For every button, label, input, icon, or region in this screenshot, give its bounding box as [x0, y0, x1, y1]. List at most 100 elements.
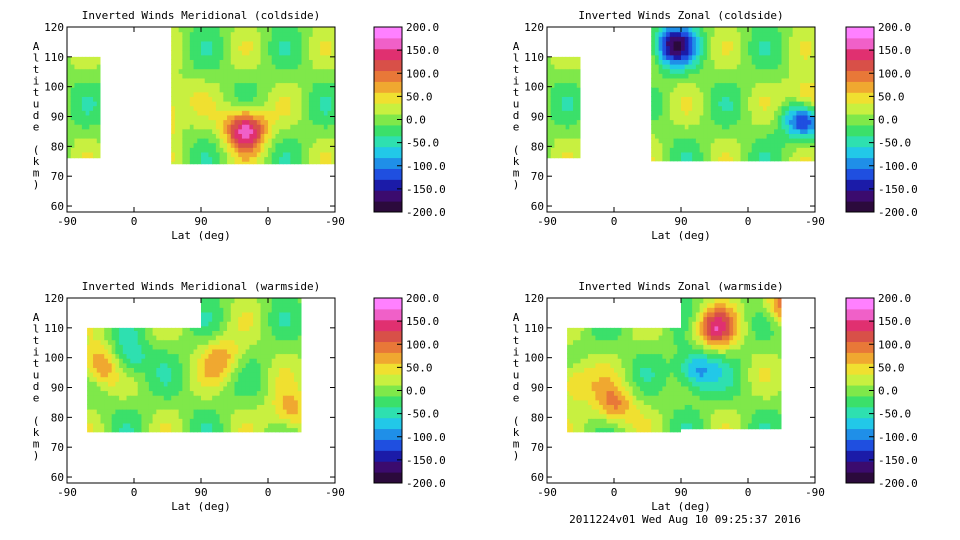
field-cell: [595, 87, 600, 93]
field-cell: [215, 50, 221, 56]
field-cell: [718, 133, 723, 139]
field-cell: [67, 161, 72, 165]
field-cell: [312, 91, 317, 97]
field-cell: [602, 114, 608, 121]
field-cell: [230, 138, 236, 144]
colorbar-swatch: [374, 157, 402, 169]
field-cell: [238, 82, 243, 88]
field-cell: [156, 180, 160, 185]
field-cell: [230, 31, 236, 37]
field-cell: [271, 45, 277, 51]
field-cell: [595, 184, 599, 189]
field-cell: [242, 166, 246, 171]
field-cell: [547, 27, 552, 33]
field-cell: [268, 31, 273, 37]
field-cell: [309, 180, 313, 185]
field-cell: [148, 128, 154, 134]
field-cell: [115, 91, 120, 97]
field-cell: [115, 189, 119, 194]
field-cell: [301, 77, 306, 84]
field-cell: [669, 68, 675, 74]
field-cell: [160, 198, 164, 203]
field-cell: [688, 68, 693, 74]
field-cell: [156, 194, 160, 199]
field-cell: [662, 170, 666, 175]
field-cell: [171, 96, 176, 102]
field-cell: [618, 166, 622, 171]
field-cell: [327, 59, 332, 65]
field-cell: [212, 175, 216, 180]
field-cell: [561, 101, 567, 107]
field-cell: [640, 31, 645, 37]
field-cell: [714, 133, 719, 139]
field-cell: [219, 161, 224, 165]
field-cell: [137, 82, 143, 88]
field-cell: [204, 50, 210, 56]
field-cell: [554, 138, 559, 144]
field-cell: [260, 87, 265, 93]
field-cell: [331, 91, 335, 97]
field-cell: [78, 110, 83, 116]
field-cell: [171, 73, 176, 79]
field-cell: [573, 73, 578, 79]
field-cell: [260, 27, 265, 33]
field-cell: [107, 50, 113, 56]
field-cell: [692, 68, 697, 74]
field-cell: [722, 175, 726, 180]
field-cell: [178, 114, 183, 121]
field-cell: [617, 82, 623, 88]
field-cell: [119, 96, 124, 102]
field-cell: [167, 77, 172, 84]
field-cell: [275, 45, 280, 51]
field-cell: [629, 175, 633, 180]
field-cell: [219, 59, 224, 65]
field-cell: [595, 161, 600, 162]
field-cell: [163, 101, 169, 107]
field-cell: [111, 40, 116, 47]
field-cell: [156, 110, 161, 116]
field-cell: [197, 96, 202, 102]
field-cell: [249, 180, 253, 185]
field-cell: [189, 114, 195, 121]
field-cell: [606, 128, 611, 134]
field-cell: [234, 147, 239, 153]
field-cell: [137, 156, 143, 162]
field-cell: [204, 73, 210, 79]
field-cell: [111, 77, 116, 84]
field-cell: [178, 87, 183, 93]
field-cell: [189, 128, 195, 134]
field-cell: [190, 184, 194, 189]
field-cell: [658, 138, 663, 144]
field-cell: [127, 175, 131, 180]
field-cell: [625, 161, 630, 162]
field-cell: [733, 105, 738, 111]
field-cell: [223, 124, 228, 130]
field-cell: [629, 189, 633, 194]
field-cell: [725, 114, 730, 121]
field-cell: [242, 184, 246, 189]
field-cell: [282, 114, 288, 121]
field-cell: [141, 156, 146, 162]
field-cell: [89, 101, 94, 107]
field-cell: [625, 128, 630, 134]
field-cell: [126, 91, 131, 97]
field-cell: [245, 138, 250, 144]
field-cell: [74, 119, 79, 125]
field-cell: [316, 114, 321, 121]
field-cell: [197, 194, 201, 199]
field-cell: [261, 203, 265, 208]
field-cell: [290, 27, 295, 33]
field-cell: [107, 105, 113, 111]
field-cell: [227, 73, 232, 79]
field-cell: [261, 166, 265, 171]
field-cell: [677, 36, 682, 42]
field-cell: [301, 105, 306, 111]
field-cell: [223, 114, 228, 121]
field-cell: [606, 91, 611, 97]
field-cell: [707, 175, 711, 180]
field-cell: [104, 194, 108, 199]
field-cell: [96, 27, 102, 33]
field-cell: [331, 105, 335, 111]
field-cell: [554, 96, 559, 102]
field-cell: [610, 40, 615, 47]
